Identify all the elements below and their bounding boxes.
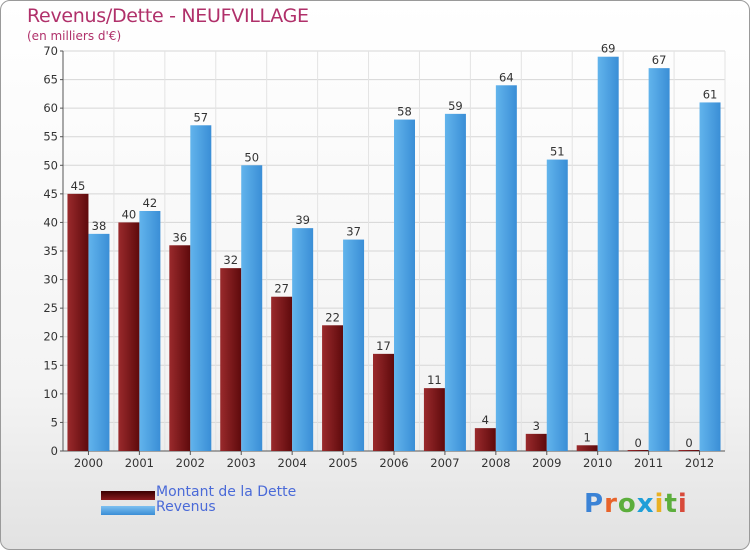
x-tick-label-2005: 2005 <box>328 456 357 470</box>
bar-dette-2008 <box>474 428 496 451</box>
data-label-revenus-2003: 50 <box>244 150 259 164</box>
logo-letter-0: P <box>584 489 605 519</box>
y-tick-label-70: 70 <box>43 44 58 58</box>
data-label-revenus-2012: 61 <box>703 87 718 101</box>
y-tick-label-0: 0 <box>51 444 58 458</box>
y-tick-label-60: 60 <box>43 101 58 115</box>
data-label-revenus-2005: 37 <box>346 225 361 239</box>
bar-dette-2004 <box>271 296 293 451</box>
data-label-dette-2002: 36 <box>172 230 187 244</box>
bar-revenus-2003 <box>241 165 263 452</box>
y-tick-label-30: 30 <box>43 273 58 287</box>
logo-letter-2: o <box>617 489 637 519</box>
legend-label-dette: Montant de la Dette <box>156 484 297 500</box>
legend-label-revenus: Revenus <box>156 499 216 515</box>
data-label-dette-2001: 40 <box>122 207 137 221</box>
bar-dette-2003 <box>220 268 242 451</box>
data-label-revenus-2001: 42 <box>143 196 158 210</box>
bar-revenus-2011 <box>648 68 670 452</box>
bar-revenus-2010 <box>597 56 619 451</box>
data-label-dette-2009: 3 <box>533 419 540 433</box>
data-label-dette-2012: 0 <box>685 436 692 450</box>
data-label-dette-2007: 11 <box>427 373 442 387</box>
y-tick-label-25: 25 <box>43 301 58 315</box>
data-label-revenus-2011: 67 <box>652 53 667 67</box>
y-tick-label-55: 55 <box>43 130 58 144</box>
logo-letter-3: x <box>636 489 655 519</box>
x-tick-label-2004: 2004 <box>278 456 307 470</box>
data-label-revenus-2004: 39 <box>295 213 310 227</box>
chart-subtitle: (en milliers d'€) <box>27 29 122 43</box>
data-label-dette-2004: 27 <box>274 282 289 296</box>
y-tick-label-65: 65 <box>43 73 58 87</box>
x-tick-label-2008: 2008 <box>481 456 510 470</box>
bar-dette-2012 <box>678 450 700 451</box>
x-tick-label-2001: 2001 <box>125 456 154 470</box>
bar-revenus-2005 <box>343 239 365 451</box>
data-label-revenus-2000: 38 <box>92 219 107 233</box>
data-label-dette-2006: 17 <box>376 339 391 353</box>
bar-revenus-2004 <box>292 228 314 451</box>
data-label-dette-2003: 32 <box>223 253 238 267</box>
y-tick-label-45: 45 <box>43 187 58 201</box>
bar-dette-2010 <box>576 445 598 451</box>
data-label-revenus-2006: 58 <box>397 105 412 119</box>
y-tick-label-20: 20 <box>43 330 58 344</box>
logo-letter-5: t <box>664 489 678 519</box>
bar-revenus-2008 <box>495 85 517 452</box>
chart-title: Revenus/Dette - NEUFVILLAGE <box>27 5 309 27</box>
x-tick-label-2011: 2011 <box>634 456 663 470</box>
logo-letter-4: i <box>654 489 665 519</box>
data-label-revenus-2007: 59 <box>448 99 463 113</box>
x-tick-label-2002: 2002 <box>176 456 205 470</box>
x-tick-label-2007: 2007 <box>430 456 459 470</box>
y-tick-label-10: 10 <box>43 387 58 401</box>
data-label-dette-2005: 22 <box>325 310 340 324</box>
data-label-dette-2010: 1 <box>584 430 591 444</box>
logo-letter-6: i <box>677 489 688 519</box>
data-label-revenus-2002: 57 <box>193 110 208 124</box>
y-tick-label-15: 15 <box>43 358 58 372</box>
bar-revenus-2012 <box>699 102 721 451</box>
x-tick-label-2006: 2006 <box>379 456 408 470</box>
legend-swatch-revenus <box>101 506 155 515</box>
bar-revenus-2002 <box>190 125 212 452</box>
y-tick-label-35: 35 <box>43 244 58 258</box>
bar-dette-2007 <box>423 388 445 451</box>
logo-letter-1: r <box>604 489 618 519</box>
bar-revenus-2009 <box>546 159 568 452</box>
y-tick-label-50: 50 <box>43 158 58 172</box>
x-tick-label-2010: 2010 <box>583 456 612 470</box>
bar-dette-2000 <box>67 193 89 451</box>
y-tick-label-5: 5 <box>51 415 58 429</box>
bar-dette-2005 <box>322 325 344 451</box>
proxiti-logo: Proxiti <box>584 489 688 519</box>
bar-revenus-2006 <box>394 119 415 452</box>
bar-dette-2001 <box>118 222 140 451</box>
bar-revenus-2000 <box>88 233 110 451</box>
x-tick-label-2000: 2000 <box>74 456 103 470</box>
data-label-revenus-2008: 64 <box>499 70 514 84</box>
x-tick-label-2003: 2003 <box>227 456 256 470</box>
bar-dette-2011 <box>627 450 649 451</box>
bar-revenus-2007 <box>444 113 466 451</box>
data-label-revenus-2010: 69 <box>601 42 616 56</box>
bar-revenus-2001 <box>139 211 161 451</box>
bar-dette-2009 <box>525 433 547 451</box>
bar-dette-2002 <box>169 245 191 451</box>
x-tick-label-2012: 2012 <box>685 456 714 470</box>
y-tick-label-40: 40 <box>43 215 58 229</box>
legend-swatch-dette <box>101 491 155 500</box>
x-tick-label-2009: 2009 <box>532 456 561 470</box>
data-label-dette-2008: 4 <box>482 413 489 427</box>
data-label-dette-2011: 0 <box>634 436 641 450</box>
bar-dette-2006 <box>373 353 394 451</box>
data-label-revenus-2009: 51 <box>550 145 565 159</box>
data-label-dette-2000: 45 <box>71 179 86 193</box>
